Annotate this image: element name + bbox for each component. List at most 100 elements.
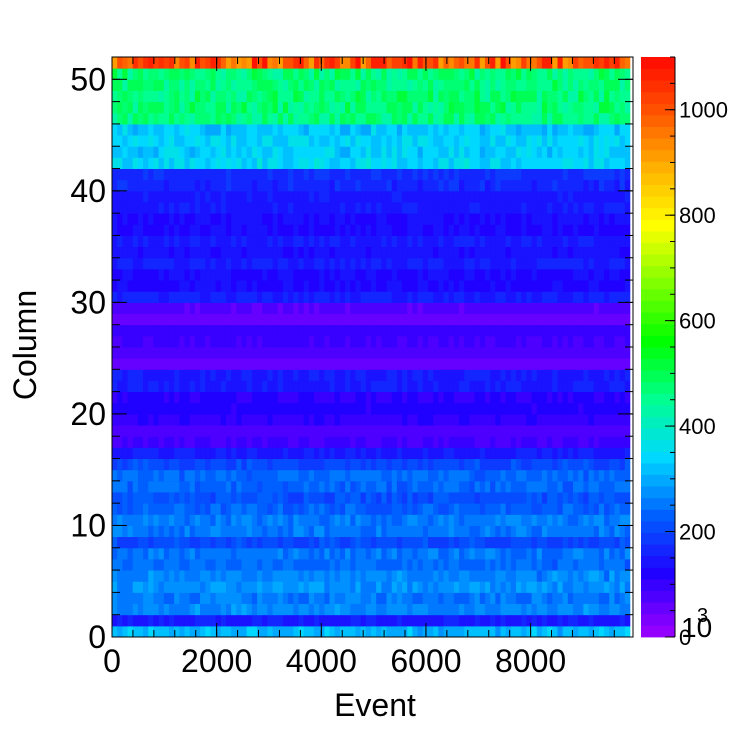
heatmap-cell <box>453 358 460 370</box>
heatmap-cell <box>339 235 346 248</box>
heatmap-cell <box>573 458 579 471</box>
heatmap-cell <box>578 347 584 359</box>
heatmap-cell <box>376 503 382 515</box>
heatmap-cell <box>469 190 475 203</box>
heatmap-cell <box>402 391 408 404</box>
heatmap-cell <box>262 157 268 169</box>
heatmap-cell <box>593 101 600 114</box>
heatmap-cell <box>194 335 201 348</box>
heatmap-cell <box>624 503 631 515</box>
heatmap-cell <box>236 146 242 158</box>
heatmap-cell <box>345 202 351 214</box>
heatmap-cell <box>153 280 159 292</box>
heatmap-cell <box>474 324 481 337</box>
heatmap-cell <box>329 469 336 482</box>
heatmap-cell <box>210 224 216 236</box>
heatmap-cell <box>288 90 294 103</box>
heatmap-cell <box>396 413 403 426</box>
heatmap-cell <box>443 536 449 549</box>
heatmap-cell <box>521 135 527 147</box>
heatmap-cell <box>277 547 284 560</box>
heatmap-cell <box>225 480 232 493</box>
heatmap-cell <box>158 603 165 616</box>
heatmap-cell <box>241 592 247 604</box>
heatmap-cell <box>225 447 232 459</box>
heatmap-cell <box>479 202 486 214</box>
heatmap-cell <box>132 436 139 448</box>
heatmap-cell <box>319 525 325 538</box>
heatmap-cell <box>246 246 253 259</box>
heatmap-cell <box>132 358 139 370</box>
heatmap-cell <box>179 514 185 526</box>
heatmap-cell <box>117 547 123 560</box>
heatmap-cell <box>583 447 589 459</box>
heatmap-cell <box>225 369 232 381</box>
heatmap-cell <box>609 213 615 225</box>
heatmap-cell <box>588 280 595 292</box>
heatmap-cell <box>578 447 584 459</box>
heatmap-cell <box>547 268 553 281</box>
heatmap-cell <box>474 268 481 281</box>
heatmap-cell <box>360 581 367 593</box>
heatmap-cell <box>552 157 558 169</box>
heatmap-cell <box>267 224 273 236</box>
heatmap-cell <box>231 592 237 604</box>
heatmap-cell <box>536 581 543 593</box>
heatmap-cell <box>112 603 118 616</box>
heatmap-cell <box>257 235 263 248</box>
heatmap-cell <box>148 525 154 538</box>
heatmap-cell <box>215 380 222 393</box>
heatmap-cell <box>334 235 341 248</box>
heatmap-cell <box>137 235 144 248</box>
heatmap-cell <box>236 123 242 136</box>
heatmap-cell <box>225 90 232 103</box>
heatmap-cell <box>557 235 563 248</box>
heatmap-cell <box>557 213 563 225</box>
heatmap-cell <box>505 469 512 482</box>
heatmap-cell <box>412 358 418 370</box>
heatmap-cell <box>148 480 154 493</box>
heatmap-cell <box>588 235 595 248</box>
heatmap-cell <box>220 101 227 114</box>
heatmap-cell <box>614 123 620 136</box>
heatmap-cell <box>350 614 356 627</box>
heatmap-cell <box>547 447 553 459</box>
heatmap-cell <box>531 402 538 415</box>
heatmap-cell <box>547 402 553 415</box>
heatmap-cell <box>510 358 517 370</box>
heatmap-cell <box>417 447 424 459</box>
heatmap-cell <box>464 190 470 203</box>
heatmap-cell <box>614 514 620 526</box>
heatmap-cell <box>272 358 279 370</box>
heatmap-cell <box>267 592 273 604</box>
heatmap-cell <box>210 335 216 348</box>
heatmap-cell <box>194 291 201 303</box>
heatmap-cell <box>220 369 227 381</box>
heatmap-cell <box>143 436 149 448</box>
heatmap-cell <box>417 313 424 326</box>
heatmap-cell <box>516 135 522 147</box>
heatmap-cell <box>448 280 455 292</box>
heatmap-cell <box>614 246 620 259</box>
heatmap-cell <box>578 625 584 638</box>
heatmap-cell <box>516 413 522 426</box>
heatmap-cell <box>453 302 460 314</box>
heatmap-cell <box>257 313 263 326</box>
heatmap-cell <box>288 358 294 370</box>
heatmap-cell <box>402 570 408 582</box>
heatmap-cell <box>262 90 268 103</box>
heatmap-cell <box>536 492 543 504</box>
heatmap-cell <box>541 101 548 114</box>
heatmap-cell <box>174 536 180 549</box>
heatmap-cell <box>158 570 165 582</box>
heatmap-cell <box>469 391 475 404</box>
heatmap-cell <box>272 436 279 448</box>
heatmap-cell <box>417 168 424 181</box>
heatmap-cell <box>386 503 393 515</box>
heatmap-cell <box>609 123 615 136</box>
heatmap-cell <box>277 425 284 437</box>
heatmap-cell <box>298 347 304 359</box>
heatmap-cell <box>469 603 475 616</box>
heatmap-cell <box>459 536 465 549</box>
heatmap-cell <box>262 369 268 381</box>
